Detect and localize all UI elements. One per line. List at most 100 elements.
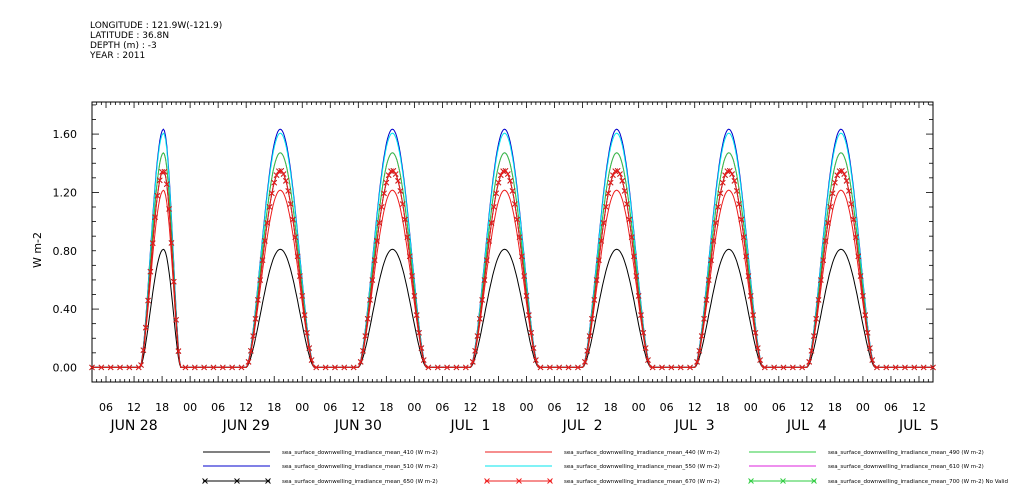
series-marker — [341, 364, 348, 371]
series-marker — [512, 201, 518, 207]
series-line — [92, 248, 933, 368]
series-marker — [287, 201, 294, 207]
legend-item: sea_surface_downwelling_irradiance_mean_… — [749, 450, 984, 456]
series-marker — [434, 364, 441, 371]
legend-label: sea_surface_downwelling_irradiance_mean_… — [828, 464, 984, 470]
x-tick-label: 12 — [912, 401, 926, 414]
series-marker — [453, 364, 460, 371]
series-marker — [507, 178, 513, 184]
legend-item: sea_surface_downwelling_irradiance_mean_… — [485, 464, 720, 470]
series-marker — [600, 220, 607, 226]
legend-label: sea_surface_downwelling_irradiance_mean_… — [828, 450, 984, 456]
series-marker — [255, 297, 261, 303]
series-marker — [829, 190, 836, 197]
legend-label: sea_surface_downwelling_irradiance_mean_… — [828, 479, 1009, 485]
series-marker — [930, 364, 936, 371]
legend-marker — [234, 478, 240, 484]
series-marker — [537, 364, 544, 371]
series-marker — [860, 293, 866, 299]
series-marker — [719, 179, 726, 186]
longitude-label: LONGITUDE : 121.9W(-121.9) — [90, 21, 223, 31]
y-tick-label: 1.60 — [53, 128, 78, 141]
x-day-label: JUL 2 — [562, 418, 603, 434]
series-marker — [490, 204, 497, 210]
series-marker — [381, 190, 387, 197]
series-marker — [332, 364, 338, 371]
series-marker — [308, 357, 315, 363]
series-marker — [509, 188, 516, 194]
series-marker — [556, 364, 563, 371]
series-marker — [575, 364, 581, 371]
series-marker — [668, 364, 675, 371]
series-marker — [631, 253, 637, 260]
x-tick-label: 06 — [323, 401, 337, 414]
series-marker — [610, 172, 616, 178]
series-marker — [659, 364, 665, 371]
series-marker — [420, 357, 427, 363]
series-marker — [698, 333, 705, 339]
series-marker — [278, 168, 285, 174]
series-marker — [406, 253, 413, 260]
series-line — [92, 128, 933, 368]
series-marker — [245, 359, 252, 365]
series-group — [92, 132, 933, 368]
series-marker — [853, 234, 859, 241]
series-marker — [731, 178, 738, 184]
series-layer — [89, 128, 936, 371]
series-marker — [257, 277, 264, 283]
series-marker — [409, 273, 415, 279]
series-marker — [505, 171, 511, 177]
series-marker — [862, 312, 869, 318]
y-tick-label: 0.80 — [53, 245, 78, 258]
x-day-label: JUL 5 — [898, 418, 939, 434]
legend-marker — [811, 478, 817, 484]
legend-item: sea_surface_downwelling_irradiance_mean_… — [484, 478, 720, 485]
x-day-label: JUL 1 — [449, 418, 490, 434]
series-marker — [771, 364, 777, 371]
series-marker — [357, 359, 364, 365]
series-marker — [694, 359, 700, 365]
series-marker — [163, 181, 170, 187]
x-day-label: JUN 30 — [334, 418, 382, 434]
series-marker — [722, 172, 728, 178]
legend-label: sea_surface_downwelling_irradiance_mean_… — [564, 464, 720, 470]
series-marker — [635, 293, 642, 299]
legend-marker — [484, 478, 490, 484]
series-marker — [596, 257, 602, 264]
series-group — [89, 168, 936, 371]
x-day-label: JUL 3 — [674, 418, 715, 434]
series-marker — [533, 357, 539, 363]
x-tick-label: 18 — [716, 401, 730, 414]
series-marker — [582, 359, 588, 365]
y-tick-label: 0.00 — [53, 361, 78, 374]
series-marker — [301, 312, 308, 318]
series-marker — [649, 364, 656, 371]
series-marker — [733, 188, 740, 194]
x-day-label: JUN 29 — [222, 418, 270, 434]
series-marker — [297, 273, 303, 279]
series-marker — [624, 201, 630, 207]
x-tick-label: 00 — [632, 401, 646, 414]
series-marker — [883, 364, 890, 371]
series-marker — [149, 240, 156, 246]
series-marker — [266, 204, 273, 210]
series-marker — [626, 216, 633, 223]
series-marker — [717, 190, 724, 197]
series-marker — [138, 362, 144, 368]
series-marker — [159, 169, 165, 175]
series-marker — [140, 347, 147, 354]
x-tick-label: 00 — [407, 401, 421, 414]
series-marker — [747, 293, 754, 299]
x-tick-label: 00 — [856, 401, 870, 414]
series-marker — [745, 273, 752, 279]
x-tick-label: 18 — [491, 401, 505, 414]
y-tick-label: 1.20 — [53, 186, 78, 199]
series-marker — [462, 364, 469, 371]
series-marker — [584, 347, 591, 354]
series-marker — [399, 201, 406, 207]
series-marker — [472, 347, 478, 354]
series-marker — [390, 168, 397, 174]
series-marker — [839, 168, 845, 174]
legend-item: sea_surface_downwelling_irradiance_mean_… — [485, 450, 720, 456]
x-tick-label: 06 — [99, 401, 113, 414]
